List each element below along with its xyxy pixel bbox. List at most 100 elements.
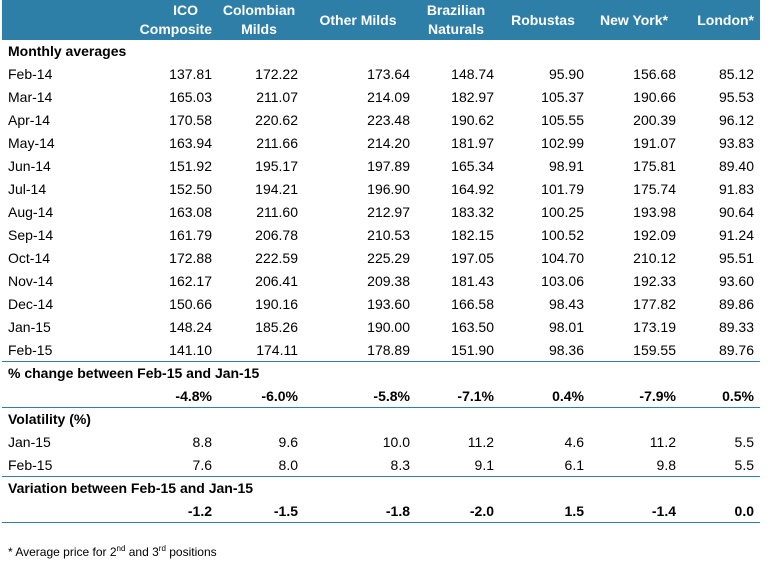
table-cell: 172.88 xyxy=(169,249,212,266)
row-label: Jul-14 xyxy=(8,180,47,197)
table-cell: 148.74 xyxy=(451,65,494,82)
table-cell: 89.76 xyxy=(718,341,754,358)
table-cell: 172.22 xyxy=(255,65,298,82)
table-cell: 1.5 xyxy=(500,499,590,523)
table-cell: 211.07 xyxy=(256,88,298,105)
table-cell: -1.4 xyxy=(590,499,682,523)
table-row: Oct-14 172.88 222.59 225.29 197.05 104.70 210.… xyxy=(2,246,760,269)
change-row: -4.8% -6.0% -5.8% -7.1% 0.4% -7.9% 0.5% xyxy=(2,384,760,408)
table-cell: 195.17 xyxy=(255,157,298,174)
table-cell: 222.59 xyxy=(255,249,298,266)
header-new-york: New York* xyxy=(590,0,682,40)
footnote: * Average price for 2nd and 3rd position… xyxy=(8,544,217,559)
table-cell: 0.5% xyxy=(682,384,760,408)
table-cell: 178.89 xyxy=(367,341,410,358)
table-cell: 190.16 xyxy=(255,295,298,312)
row-label: Apr-14 xyxy=(8,111,51,128)
table-row: Feb-15 7.6 8.0 8.3 9.1 6.1 9.8 5.5 xyxy=(2,453,760,477)
row-label: Aug-14 xyxy=(8,203,54,220)
table-cell: 220.62 xyxy=(255,111,298,128)
row-label: Feb-15 xyxy=(8,341,53,358)
table-row: Feb-15 141.10 174.11 178.89 151.90 98.36 159.5… xyxy=(2,338,760,362)
section-percent-change: % change between Feb-15 and Jan-15 xyxy=(2,361,760,384)
section-monthly-averages: Monthly averages xyxy=(2,40,760,62)
table-cell: 98.43 xyxy=(548,295,584,312)
table-cell: 101.79 xyxy=(541,180,584,197)
table-cell: 9.1 xyxy=(474,456,494,473)
row-label: Dec-14 xyxy=(8,295,54,312)
row-label: Feb-14 xyxy=(8,65,53,82)
table-cell: 98.91 xyxy=(548,157,584,174)
table-cell: 98.36 xyxy=(548,341,584,358)
table-cell: 210.53 xyxy=(367,226,410,243)
table-cell: 174.11 xyxy=(256,341,298,358)
table-cell: 10.0 xyxy=(382,433,410,450)
section-title: % change between Feb-15 and Jan-15 xyxy=(2,361,760,384)
table-cell: 181.97 xyxy=(451,134,494,151)
table-cell: 225.29 xyxy=(367,249,410,266)
table-cell: 212.97 xyxy=(367,203,410,220)
table-cell: 210.12 xyxy=(633,249,676,266)
row-label: Sep-14 xyxy=(8,226,54,243)
table-cell: -6.0% xyxy=(218,384,304,408)
table-cell: 185.26 xyxy=(255,318,298,335)
table-row: May-14 163.94 211.66 214.20 181.97 102.99 191.… xyxy=(2,131,760,154)
table-cell: 206.78 xyxy=(255,226,298,243)
table-cell: 89.33 xyxy=(718,318,754,335)
table-cell: 197.05 xyxy=(451,249,494,266)
table-cell: 162.17 xyxy=(169,272,212,289)
table-cell: -7.9% xyxy=(590,384,682,408)
table-row: Sep-14 161.79 206.78 210.53 182.15 100.52 192.… xyxy=(2,223,760,246)
table-cell: 211.60 xyxy=(256,203,298,220)
table-cell: 8.3 xyxy=(390,456,410,473)
table-cell: -4.8% xyxy=(122,384,218,408)
table-cell: 214.09 xyxy=(367,88,410,105)
table-cell: 190.66 xyxy=(633,88,676,105)
table-cell: 9.8 xyxy=(656,456,676,473)
table-cell: 151.92 xyxy=(169,157,212,174)
row-label xyxy=(2,499,122,523)
table-cell: 91.24 xyxy=(718,226,754,243)
table-cell: 5.5 xyxy=(734,456,754,473)
table-cell: -1.2 xyxy=(122,499,218,523)
table-cell: 95.53 xyxy=(718,88,754,105)
row-label xyxy=(2,384,122,408)
row-label: May-14 xyxy=(8,134,55,151)
table-row: Mar-14 165.03 211.07 214.09 182.97 105.37 190.… xyxy=(2,85,760,108)
table-cell: 214.20 xyxy=(367,134,410,151)
table-cell: 0.4% xyxy=(500,384,590,408)
table-cell: 165.03 xyxy=(169,88,212,105)
table-row: Jan-15 8.8 9.6 10.0 11.2 4.6 11.2 5.5 xyxy=(2,430,760,453)
table-cell: 156.68 xyxy=(633,65,676,82)
table-cell: 148.24 xyxy=(169,318,212,335)
table-row: Nov-14 162.17 206.41 209.38 181.43 103.06 192.… xyxy=(2,269,760,292)
table-cell: 206.41 xyxy=(255,272,298,289)
table-cell: 7.6 xyxy=(192,456,212,473)
table-cell: 161.79 xyxy=(169,226,212,243)
table-cell: 181.43 xyxy=(451,272,494,289)
row-label: Jan-15 xyxy=(8,318,51,335)
table-cell: 191.07 xyxy=(633,134,676,151)
table-cell: 105.37 xyxy=(541,88,584,105)
table-cell: 190.62 xyxy=(451,111,494,128)
header-robustas: Robustas xyxy=(500,0,590,40)
table-cell: 165.34 xyxy=(451,157,494,174)
row-label: Oct-14 xyxy=(8,249,51,266)
table-cell: 0.0 xyxy=(682,499,760,523)
table-cell: 6.1 xyxy=(564,456,584,473)
table-cell: 182.97 xyxy=(451,88,494,105)
table-cell: -1.5 xyxy=(218,499,304,523)
table-cell: 95.51 xyxy=(718,249,754,266)
table-row: Aug-14 163.08 211.60 212.97 183.32 100.25 193.… xyxy=(2,200,760,223)
table-row: Dec-14 150.66 190.16 193.60 166.58 98.43 177.8… xyxy=(2,292,760,315)
table-cell: 95.90 xyxy=(548,65,584,82)
table-cell: 91.83 xyxy=(718,180,754,197)
table-cell: 193.60 xyxy=(367,295,410,312)
table-cell: -1.8 xyxy=(304,499,416,523)
table-cell: 151.90 xyxy=(451,341,494,358)
table-cell: 182.15 xyxy=(451,226,494,243)
row-label: Jan-15 xyxy=(8,433,51,450)
table-cell: 164.92 xyxy=(451,180,494,197)
table-cell: 90.64 xyxy=(718,203,754,220)
table-cell: 150.66 xyxy=(169,295,212,312)
